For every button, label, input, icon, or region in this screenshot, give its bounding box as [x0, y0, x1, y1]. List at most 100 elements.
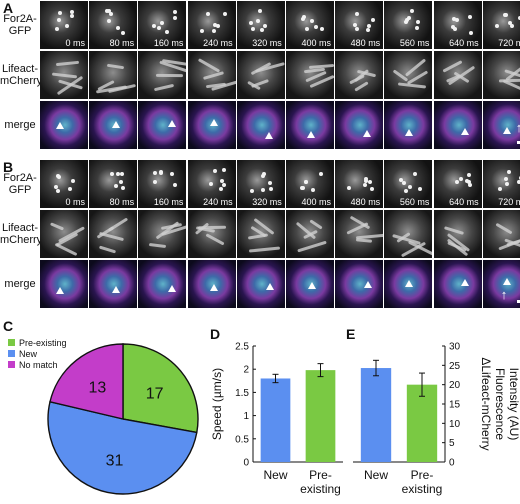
fluorescent-spot [250, 189, 255, 194]
microscopy-frame: ↑ [482, 260, 520, 308]
row-label-line: Lifeact- [1, 63, 39, 75]
y-axis-title-line: Intensity (AU) [507, 368, 520, 441]
fluorescent-spot [67, 186, 72, 191]
arrowhead-marker [405, 280, 414, 288]
microscopy-frame: 560 ms [384, 160, 433, 208]
fluorescent-spot [506, 170, 511, 175]
pie-slice-label: 31 [106, 452, 124, 469]
fluorescent-spot [310, 187, 315, 192]
fluorescent-spot [468, 183, 473, 188]
arrowhead-marker [307, 282, 316, 290]
fluorescent-spot [414, 25, 419, 30]
legend-swatch [8, 339, 15, 346]
timestamp-label: 240 ms [203, 38, 233, 48]
fluorescent-spot [407, 16, 412, 21]
microscopy-frame: 80 ms [89, 1, 138, 49]
timestamp-label: 640 ms [449, 38, 479, 48]
microscopy-frame [236, 260, 285, 308]
actin-filament [98, 245, 116, 254]
timestamp-label: 400 ms [301, 38, 331, 48]
fluorescent-spot [399, 178, 404, 183]
fluorescent-spot [402, 181, 407, 186]
fluorescent-spot [223, 11, 228, 16]
fluorescent-spot [467, 14, 472, 19]
fluorescent-spot [365, 27, 370, 32]
fluorescent-spot [453, 27, 458, 32]
fluorescent-spot [211, 29, 216, 34]
row-label-line: merge [4, 119, 36, 131]
pie-slice [49, 343, 124, 420]
fluorescent-spot [302, 14, 307, 19]
fluorescent-spot [70, 13, 75, 18]
fluorescent-spot [504, 176, 509, 181]
fluorescent-spot [347, 186, 352, 191]
fluorescent-spot [69, 10, 74, 15]
fluorescent-spot [518, 176, 520, 181]
panel-label-e: E [346, 326, 356, 342]
fluorescent-spot [215, 23, 220, 28]
fluorescent-spot [55, 189, 60, 194]
fluorescent-spot [304, 179, 308, 184]
fluorescent-spot [120, 30, 125, 35]
y-tick-label: 0.5 [235, 434, 249, 445]
fluorescent-spot [502, 12, 507, 17]
fluorescent-spot [363, 179, 368, 184]
row-label: Lifeact-mCherry [0, 222, 43, 246]
actin-filament [197, 58, 221, 73]
actin-filament [156, 74, 184, 78]
fluorescent-spot [156, 26, 161, 31]
timestamp-label: 160 ms [153, 197, 184, 207]
microscopy-frame [433, 210, 482, 258]
fluorescent-spot [57, 11, 62, 16]
actin-filament [56, 60, 79, 66]
microscopy-frame: 720 ms [482, 160, 520, 208]
fluorescent-spot [109, 11, 114, 16]
microscopy-frame: 0 ms [40, 1, 88, 49]
fluorescent-spot [403, 189, 408, 194]
arrowhead-marker [307, 131, 316, 139]
x-category-label: New [364, 468, 388, 482]
microscopy-frame: 640 ms [433, 160, 482, 208]
pie-slice [47, 400, 198, 495]
microscopy-frame [433, 51, 482, 99]
timestamp-label: 640 ms [449, 197, 479, 207]
fluorescent-spot [221, 168, 226, 173]
arrowhead-marker [111, 121, 120, 129]
legend-label: Pre-existing [19, 338, 67, 348]
fluorescent-spot [152, 170, 157, 175]
microscopy-frame [187, 260, 236, 308]
actin-filament [106, 63, 125, 70]
fluorescent-spot [116, 172, 121, 177]
microscopy-frame [187, 210, 236, 258]
arrowhead-marker [503, 278, 512, 286]
timestamp-label: 560 ms [399, 197, 430, 207]
fluorescent-spot [208, 182, 213, 187]
fluorescent-spot [152, 179, 157, 184]
microscopy-frame: 240 ms [187, 1, 236, 49]
row-label: For2A- GFP [0, 172, 40, 196]
actin-filament [354, 80, 369, 92]
fluorescent-spot [367, 23, 372, 28]
fluorescent-spot [454, 18, 459, 23]
x-category-label: existing [402, 482, 443, 496]
fluorescent-spot [107, 9, 111, 14]
arrow-marker: ↑ [500, 287, 508, 302]
microscopy-frame [482, 210, 520, 258]
fluorescent-spot [407, 184, 412, 189]
fluorescent-spot [319, 27, 324, 32]
microscopy-frame [89, 260, 138, 308]
actin-filament [205, 233, 226, 247]
panel-label-d: D [210, 326, 221, 342]
fluorescent-spot [405, 18, 410, 23]
microscopy-frame [89, 101, 138, 149]
row-label-line: For2A- [3, 13, 37, 25]
fluorescent-spot [107, 18, 112, 23]
scale-bar [516, 141, 520, 144]
panel-label-a: A [3, 0, 14, 16]
fluorescent-spot [269, 186, 274, 191]
row-label-line: mCherry [0, 234, 43, 246]
actin-filament [54, 242, 78, 257]
fluorescent-spot [364, 176, 369, 181]
timestamp-label: 0 ms [65, 197, 85, 207]
